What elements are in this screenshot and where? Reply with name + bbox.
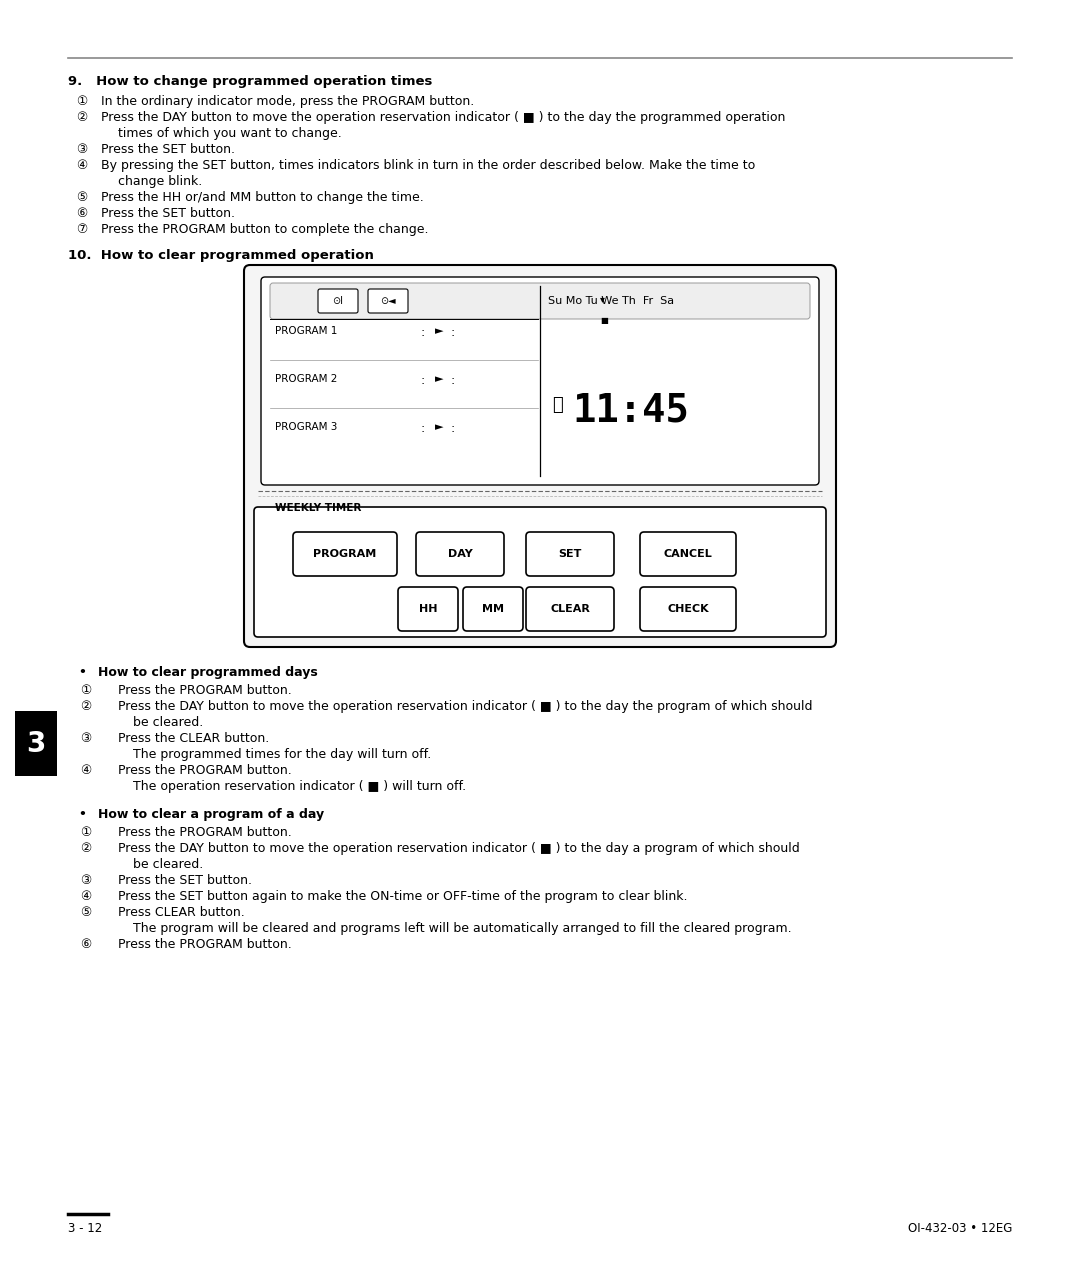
Text: PROGRAM 1: PROGRAM 1 — [275, 326, 337, 336]
Text: WEEKLY TIMER: WEEKLY TIMER — [275, 503, 362, 513]
Text: By pressing the SET button, times indicators blink in turn in the order describe: By pressing the SET button, times indica… — [102, 159, 755, 172]
FancyBboxPatch shape — [416, 532, 504, 576]
Text: ①: ① — [80, 684, 91, 696]
Text: Press the DAY button to move the operation reservation indicator ( ■ ) to the da: Press the DAY button to move the operati… — [118, 842, 800, 854]
Text: PROGRAM: PROGRAM — [313, 549, 377, 559]
Text: be cleared.: be cleared. — [133, 715, 203, 729]
Text: ⌚: ⌚ — [552, 396, 563, 415]
Text: Su Mo Tu We Th  Fr  Sa: Su Mo Tu We Th Fr Sa — [548, 296, 674, 306]
FancyBboxPatch shape — [318, 289, 357, 313]
Text: ⑤: ⑤ — [80, 906, 91, 919]
Text: Press the SET button again to make the ON-time or OFF-time of the program to cle: Press the SET button again to make the O… — [118, 890, 688, 902]
Text: CLEAR: CLEAR — [550, 604, 590, 614]
Text: ④: ④ — [80, 890, 91, 902]
Text: How to clear a program of a day: How to clear a program of a day — [98, 808, 324, 822]
Text: ①: ① — [76, 95, 87, 107]
Text: 11:45: 11:45 — [572, 391, 689, 428]
Text: PROGRAM 2: PROGRAM 2 — [275, 374, 337, 384]
Text: 10.  How to clear programmed operation: 10. How to clear programmed operation — [68, 249, 374, 262]
Text: ⊙I: ⊙I — [333, 296, 343, 306]
Text: Press the SET button.: Press the SET button. — [118, 873, 252, 887]
FancyBboxPatch shape — [463, 586, 523, 631]
Text: DAY: DAY — [447, 549, 472, 559]
Text: Press the PROGRAM button.: Press the PROGRAM button. — [118, 938, 292, 951]
Text: MM: MM — [482, 604, 504, 614]
Text: Press the DAY button to move the operation reservation indicator ( ■ ) to the da: Press the DAY button to move the operati… — [118, 700, 812, 713]
Text: How to clear programmed days: How to clear programmed days — [98, 666, 318, 679]
Text: 3: 3 — [26, 729, 45, 757]
Text: ⑥: ⑥ — [80, 938, 91, 951]
Text: Press the SET button.: Press the SET button. — [102, 143, 235, 155]
Text: :: : — [420, 422, 424, 435]
Text: 9.   How to change programmed operation times: 9. How to change programmed operation ti… — [68, 75, 432, 88]
Text: CANCEL: CANCEL — [663, 549, 713, 559]
FancyBboxPatch shape — [244, 265, 836, 647]
Text: Press the PROGRAM button.: Press the PROGRAM button. — [118, 684, 292, 696]
Text: SET: SET — [558, 549, 582, 559]
Text: ⑤: ⑤ — [76, 191, 87, 204]
Text: Press the DAY button to move the operation reservation indicator ( ■ ) to the da: Press the DAY button to move the operati… — [102, 111, 785, 124]
Text: ►: ► — [435, 326, 444, 336]
Text: ①: ① — [80, 825, 91, 839]
Text: Press the SET button.: Press the SET button. — [102, 207, 235, 220]
Text: times of which you want to change.: times of which you want to change. — [118, 126, 341, 140]
FancyBboxPatch shape — [640, 586, 735, 631]
Text: The operation reservation indicator ( ■ ) will turn off.: The operation reservation indicator ( ■ … — [133, 780, 467, 793]
Text: Press the CLEAR button.: Press the CLEAR button. — [118, 732, 269, 744]
Text: :: : — [420, 326, 424, 339]
FancyBboxPatch shape — [526, 532, 615, 576]
Text: change blink.: change blink. — [118, 174, 202, 188]
FancyBboxPatch shape — [526, 586, 615, 631]
FancyBboxPatch shape — [399, 586, 458, 631]
Text: CHECK: CHECK — [667, 604, 708, 614]
Text: The programmed times for the day will turn off.: The programmed times for the day will tu… — [133, 748, 431, 761]
Text: ②: ② — [80, 700, 91, 713]
Text: PROGRAM 3: PROGRAM 3 — [275, 422, 337, 432]
Bar — [15, 710, 57, 776]
FancyBboxPatch shape — [368, 289, 408, 313]
Text: :: : — [420, 374, 424, 387]
Text: ⑥: ⑥ — [76, 207, 87, 220]
Text: Press CLEAR button.: Press CLEAR button. — [118, 906, 245, 919]
Text: :: : — [450, 374, 455, 387]
Text: ►: ► — [435, 374, 444, 384]
Text: ②: ② — [80, 842, 91, 854]
Text: ③: ③ — [76, 143, 87, 155]
Text: Press the PROGRAM button to complete the change.: Press the PROGRAM button to complete the… — [102, 222, 429, 236]
Text: The program will be cleared and programs left will be automatically arranged to : The program will be cleared and programs… — [133, 921, 792, 935]
Text: •: • — [78, 666, 86, 679]
FancyBboxPatch shape — [261, 277, 819, 485]
Text: ⊙◄: ⊙◄ — [380, 296, 395, 306]
Text: ③: ③ — [80, 732, 91, 744]
Text: ■: ■ — [600, 316, 608, 325]
Text: :: : — [450, 326, 455, 339]
Text: 3 - 12: 3 - 12 — [68, 1222, 103, 1235]
Text: HH: HH — [419, 604, 437, 614]
FancyBboxPatch shape — [254, 507, 826, 637]
Text: ⑦: ⑦ — [76, 222, 87, 236]
Text: ▾: ▾ — [600, 295, 605, 305]
Text: Press the PROGRAM button.: Press the PROGRAM button. — [118, 763, 292, 777]
Text: ►: ► — [435, 422, 444, 432]
Text: be cleared.: be cleared. — [133, 858, 203, 871]
Text: In the ordinary indicator mode, press the PROGRAM button.: In the ordinary indicator mode, press th… — [102, 95, 474, 107]
Text: ④: ④ — [80, 763, 91, 777]
Text: Press the PROGRAM button.: Press the PROGRAM button. — [118, 825, 292, 839]
Text: ④: ④ — [76, 159, 87, 172]
Text: ③: ③ — [80, 873, 91, 887]
Text: OI-432-03 • 12EG: OI-432-03 • 12EG — [907, 1222, 1012, 1235]
FancyBboxPatch shape — [640, 532, 735, 576]
FancyBboxPatch shape — [293, 532, 397, 576]
Text: ②: ② — [76, 111, 87, 124]
Text: Press the HH or/and MM button to change the time.: Press the HH or/and MM button to change … — [102, 191, 423, 204]
FancyBboxPatch shape — [270, 283, 810, 319]
Text: :: : — [450, 422, 455, 435]
Text: •: • — [78, 808, 86, 822]
